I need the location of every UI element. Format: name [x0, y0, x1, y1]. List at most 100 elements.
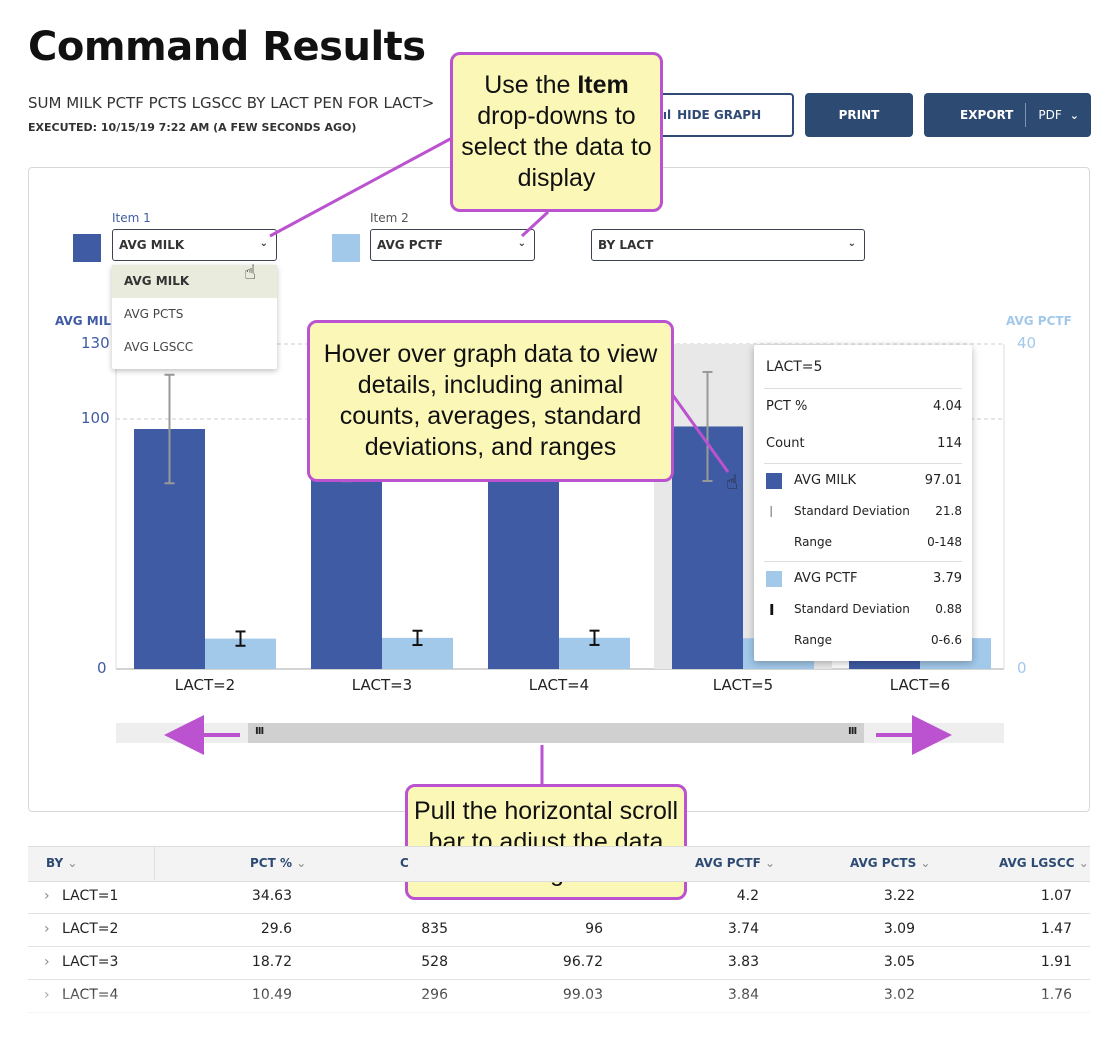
item2-value: AVG PCTF	[377, 238, 443, 252]
x-tick-label: LACT=2	[174, 676, 236, 694]
chevron-down-icon: ⌄	[764, 856, 776, 870]
expand-chevron-icon[interactable]: ›	[44, 921, 50, 937]
callout-text: Use the	[484, 71, 578, 99]
y-left-tick: 130	[81, 334, 110, 352]
left-grip-handle[interactable]: III	[255, 726, 264, 737]
tooltip-label: Range	[794, 633, 833, 647]
tooltip-divider	[764, 388, 962, 389]
tooltip-divider	[764, 463, 962, 464]
bar-chart-icon: ıl	[662, 108, 672, 122]
scrollbar-thumb[interactable]	[248, 723, 864, 743]
by-select[interactable]: BY LACT ⌄	[591, 229, 865, 261]
command-text: SUM MILK PCTF PCTS LGSCC BY LACT PEN FOR…	[28, 94, 435, 112]
tooltip-value: 21.8	[935, 504, 962, 518]
header-label: C	[400, 856, 409, 870]
column-header-pct[interactable]: PCT % ⌄	[250, 846, 306, 880]
chevron-down-icon: ⌄	[1078, 856, 1089, 870]
export-divider	[1025, 103, 1027, 127]
item1-select[interactable]: AVG MILK ⌄	[112, 229, 277, 261]
tooltip-value: 4.04	[933, 399, 962, 414]
tooltip-label: Count	[766, 436, 805, 451]
item1-label: Item 1	[112, 211, 151, 225]
cell-by: LACT=2	[62, 921, 119, 937]
hand-cursor-icon: ☝	[244, 260, 257, 284]
column-header-avg-pctf[interactable]: AVG PCTF ⌄	[695, 846, 775, 880]
chart-tooltip: LACT=5 PCT % 4.04 Count 114 AVG MILK 97.01 …	[754, 345, 972, 661]
y-right-title: AVG PCTF	[1006, 314, 1072, 328]
export-format[interactable]: PDF	[1038, 108, 1062, 122]
executed-timestamp: EXECUTED: 10/15/19 7:22 AM (A FEW SECOND…	[28, 121, 357, 134]
bottom-fade	[0, 985, 1120, 1064]
header-label: AVG PCTF	[695, 856, 761, 870]
right-grip-handle[interactable]: III	[848, 726, 857, 737]
table-row[interactable]: › LACT=3 18.72 528 96.72 3.83 3.05 1.91	[28, 946, 1090, 980]
tooltip-pct-row: PCT % 4.04	[766, 399, 962, 414]
tooltip-value: 0-148	[927, 535, 962, 549]
column-divider	[154, 846, 155, 880]
cell-count: 528	[421, 954, 448, 970]
cell-lgscc: 1.91	[1040, 954, 1072, 970]
column-header-by[interactable]: BY ⌄	[46, 846, 77, 880]
expand-chevron-icon[interactable]: ›	[44, 954, 50, 970]
tooltip-label: Standard Deviation	[794, 602, 910, 616]
expand-chevron-icon[interactable]: ›	[44, 888, 50, 904]
by-value: BY LACT	[598, 238, 654, 252]
export-button[interactable]: EXPORT PDF ⌄	[924, 93, 1091, 137]
cell-pct: 34.63	[251, 888, 292, 904]
tooltip-label: Range	[794, 535, 833, 549]
x-tick-label: LACT=5	[712, 676, 774, 694]
header-label: BY	[46, 856, 64, 870]
tooltip-label: PCT %	[766, 399, 808, 414]
chevron-down-icon: ⌄	[67, 856, 78, 870]
cell-count: 835	[421, 921, 448, 937]
item2-select[interactable]: AVG PCTF ⌄	[370, 229, 535, 261]
cell-pctf: 3.83	[727, 954, 759, 970]
pctf-swatch	[766, 571, 782, 587]
cell-pct: 29.6	[260, 921, 292, 937]
hand-cursor-icon: ☝	[726, 470, 739, 494]
cell-pcts: 3.05	[883, 954, 915, 970]
y-left-tick: 100	[81, 409, 110, 427]
table-header-row	[28, 846, 1090, 882]
cell-pct: 18.72	[251, 954, 292, 970]
y-left-tick: 0	[97, 659, 107, 677]
cell-pctf: 4.2	[736, 888, 759, 904]
item2-color-swatch	[332, 234, 360, 262]
dropdown-option[interactable]: AVG MILK	[112, 265, 277, 298]
tooltip-milk-row: AVG MILK 97.01	[766, 473, 962, 488]
tooltip-value: 114	[937, 436, 962, 451]
column-header-avg-lgscc[interactable]: AVG LGSCC ⌄	[999, 846, 1089, 880]
error-bar-icon: I	[769, 601, 775, 619]
dropdown-option[interactable]: AVG LGSCC	[124, 340, 194, 354]
tooltip-pctf-sd-row: Standard Deviation 0.88	[766, 602, 962, 616]
tooltip-count-row: Count 114	[766, 436, 962, 451]
header-label: AVG LGSCC	[999, 856, 1075, 870]
item1-color-swatch	[73, 234, 101, 262]
callout-text: drop-downs to select the data to display	[461, 102, 652, 192]
cell-milk: 96	[585, 921, 603, 937]
cell-pcts: 3.22	[883, 888, 915, 904]
cell-milk	[543, 880, 603, 913]
print-button[interactable]: PRINT	[805, 93, 913, 137]
dropdown-option[interactable]: AVG PCTS	[124, 307, 184, 321]
tooltip-value: 0-6.6	[930, 633, 962, 647]
tooltip-value: 3.79	[933, 571, 962, 586]
tooltip-pctf-range-row: Range 0-6.6	[766, 633, 962, 647]
column-header-count[interactable]: C	[400, 846, 409, 880]
column-header-avg-pcts[interactable]: AVG PCTS ⌄	[850, 846, 930, 880]
hover-callout: Hover over graph data to view details, i…	[307, 320, 674, 482]
table-row[interactable]: › LACT=1 34.63 4.2 3.22 1.07	[28, 880, 1090, 914]
tooltip-pctf-row: AVG PCTF 3.79	[766, 571, 962, 586]
chevron-down-icon[interactable]: ⌄	[1069, 108, 1079, 122]
y-right-tick: 40	[1017, 334, 1037, 352]
cell-by: LACT=3	[62, 954, 119, 970]
tooltip-milk-sd-row: Standard Deviation 21.8	[766, 504, 962, 518]
cell-lgscc: 1.47	[1040, 921, 1072, 937]
page-title: Command Results	[28, 24, 426, 70]
cell-count	[398, 880, 448, 913]
tooltip-value: 0.88	[935, 602, 962, 616]
chevron-down-icon: ⌄	[847, 238, 856, 249]
table-row[interactable]: › LACT=2 29.6 835 96 3.74 3.09 1.47	[28, 913, 1090, 947]
x-tick-label: LACT=6	[889, 676, 951, 694]
